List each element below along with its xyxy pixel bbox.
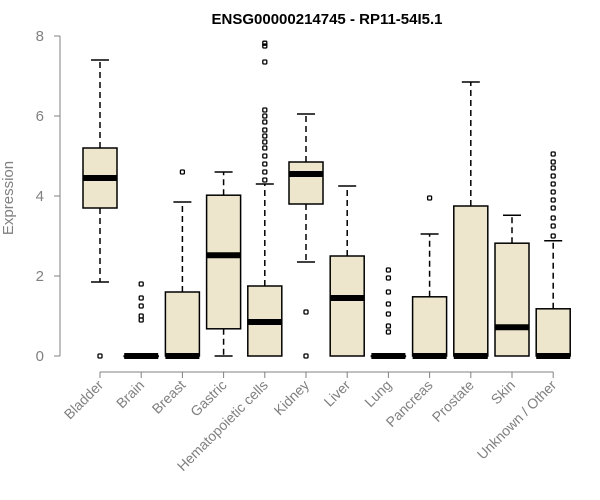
outlier-point	[138, 313, 144, 319]
outlier-point	[550, 189, 556, 195]
box-group	[411, 195, 448, 359]
box-group	[205, 171, 242, 357]
y-tick-label: 8	[36, 28, 44, 45]
box-iqr	[453, 205, 489, 357]
box-iqr	[329, 255, 365, 357]
y-tick-label: 4	[36, 188, 44, 205]
outlier-point	[138, 295, 144, 301]
box-group	[82, 59, 118, 359]
outlier-point	[262, 153, 268, 159]
outlier-point	[550, 159, 556, 165]
outlier-point	[138, 281, 144, 287]
y-tick-label: 6	[36, 108, 44, 125]
outlier-point	[385, 329, 392, 335]
y-tick-label: 2	[36, 268, 44, 285]
box-group	[370, 267, 407, 359]
box-iqr	[288, 161, 324, 205]
outlier-point	[385, 323, 392, 329]
outlier-point	[550, 233, 556, 239]
y-axis: 0 2 4 6 8	[36, 28, 61, 365]
y-tick-label: 0	[36, 348, 44, 365]
outlier-point	[385, 267, 392, 273]
outlier-point	[550, 197, 556, 203]
box-iqr	[535, 308, 571, 357]
outlier-point	[262, 113, 268, 119]
box-iqr	[164, 291, 201, 357]
outlier-point	[550, 151, 556, 157]
outlier-point	[426, 195, 433, 201]
x-tick-label: Brain	[113, 377, 147, 411]
outlier-point	[550, 215, 556, 221]
outlier-point	[262, 161, 268, 167]
x-tick-label: Kidney	[271, 377, 313, 419]
box-group	[329, 185, 365, 357]
box-iqr	[411, 296, 448, 357]
outlier-point	[550, 173, 556, 179]
x-tick-label: Skin	[488, 377, 519, 408]
plot-area	[82, 40, 571, 359]
outlier-point	[262, 40, 268, 46]
y-axis-label: Expression	[0, 161, 17, 235]
outlier-point	[262, 169, 268, 175]
x-tick-label: Prostate	[429, 377, 477, 425]
outlier-point	[550, 165, 556, 171]
box-group	[453, 81, 489, 359]
outlier-point	[262, 59, 268, 65]
outlier-point	[303, 353, 309, 359]
box-group	[494, 214, 530, 357]
outlier-point	[385, 311, 392, 317]
outlier-point	[262, 43, 268, 49]
outlier-point	[262, 139, 268, 145]
outlier-point	[385, 275, 392, 281]
outlier-point	[262, 145, 268, 151]
outlier-point	[262, 127, 268, 133]
outlier-point	[262, 107, 268, 113]
box-group	[164, 169, 201, 359]
box-group	[535, 151, 571, 359]
outlier-point	[303, 309, 309, 315]
outlier-point	[179, 169, 186, 175]
outlier-point	[385, 301, 392, 307]
box-group	[123, 281, 159, 359]
x-tick-label: Breast	[149, 377, 189, 417]
outlier-point	[550, 205, 556, 211]
outlier-point	[97, 353, 103, 359]
outlier-point	[262, 133, 268, 139]
x-tick-label: Liver	[321, 377, 354, 410]
box-group	[288, 113, 324, 359]
outlier-point	[262, 119, 268, 125]
outlier-point	[550, 181, 556, 187]
box-iqr	[494, 242, 530, 357]
x-tick-label: Bladder	[61, 377, 107, 423]
chart-title: ENSG00000214745 - RP11-54I5.1	[212, 11, 443, 28]
outlier-point	[385, 289, 392, 295]
outlier-point	[262, 177, 268, 183]
x-tick-label: Lung	[361, 377, 394, 410]
box-iqr	[205, 194, 242, 330]
outlier-point	[138, 303, 144, 309]
box-group	[247, 40, 283, 357]
outlier-point	[550, 223, 556, 229]
